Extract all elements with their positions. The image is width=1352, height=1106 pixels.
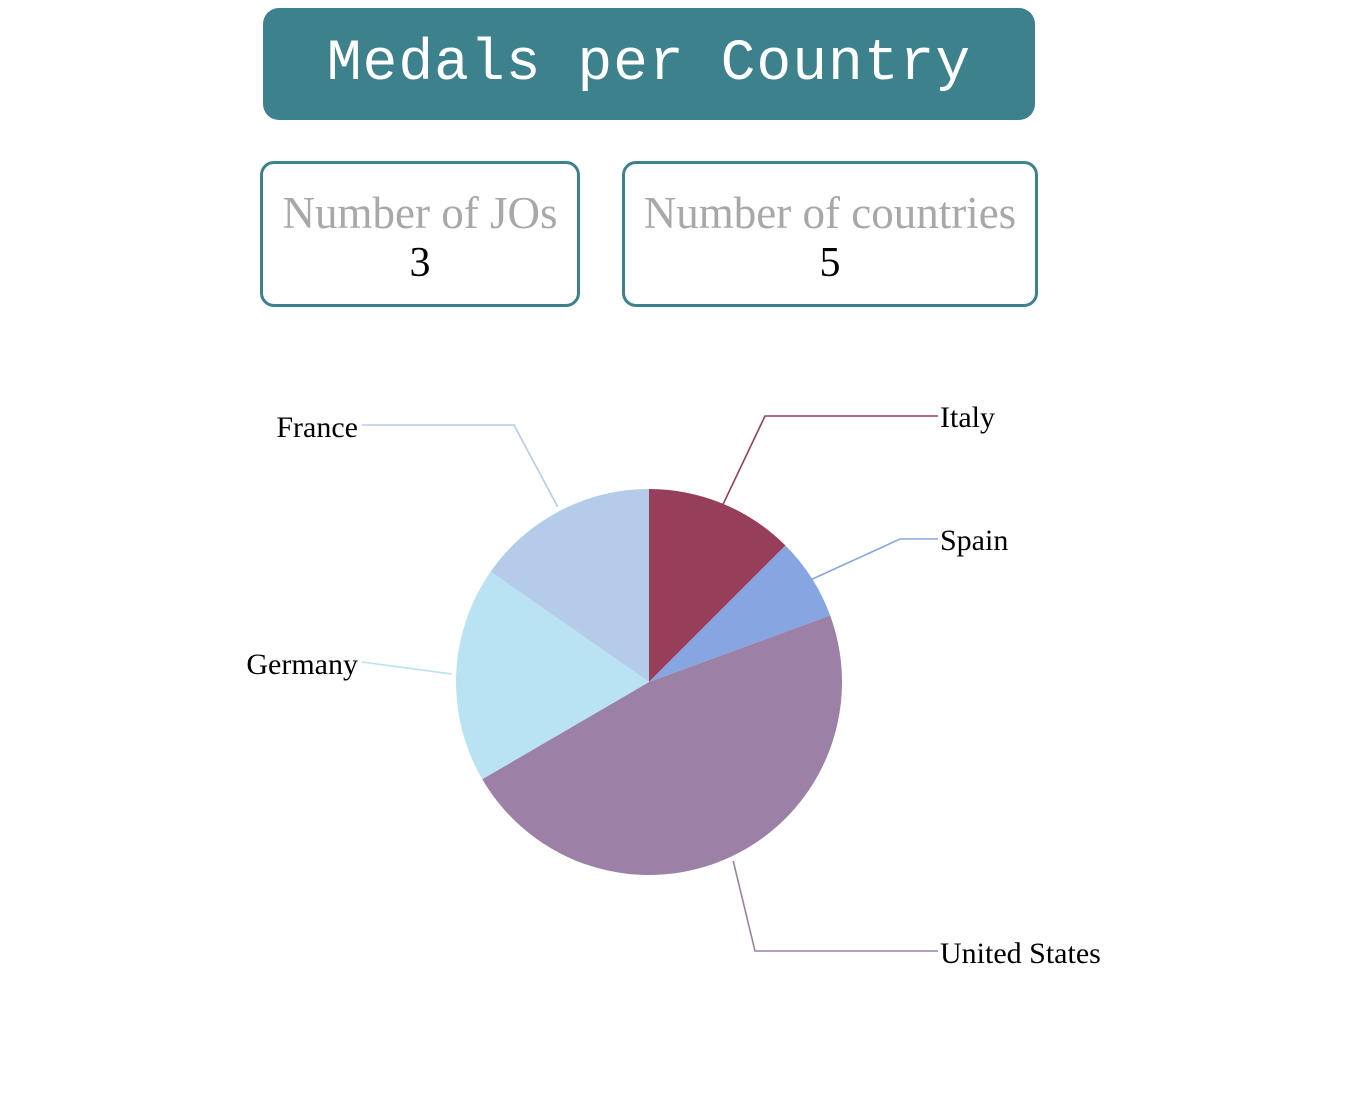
pie-label-italy: Italy [940,401,995,434]
pie-label-france: France [276,411,358,444]
stat-label-jos: Number of JOs [282,188,558,238]
pie-slice-france [490,489,649,682]
stat-value-countries: 5 [819,240,841,286]
leader-line-france [362,424,559,507]
leader-line-italy [718,415,938,513]
leader-line-united-states [732,860,938,952]
pie-slice-italy [649,489,786,682]
stat-value-jos: 3 [409,240,431,286]
pie-label-germany: Germany [246,648,358,681]
title-banner: Medals per Country [263,8,1035,120]
stat-card-jos: Number of JOs 3 [260,161,580,307]
pie-slice-spain [649,545,831,682]
pie-slice-united-states [482,615,843,876]
leader-line-spain [803,538,938,584]
pie-label-spain: Spain [940,524,1008,557]
page-title: Medals per Country [326,31,972,97]
stat-card-countries: Number of countries 5 [622,161,1038,307]
stat-label-countries: Number of countries [643,188,1017,238]
pie-slice-germany [456,571,649,780]
pie-label-united-states: United States [940,937,1101,970]
leader-line-germany [361,661,452,675]
